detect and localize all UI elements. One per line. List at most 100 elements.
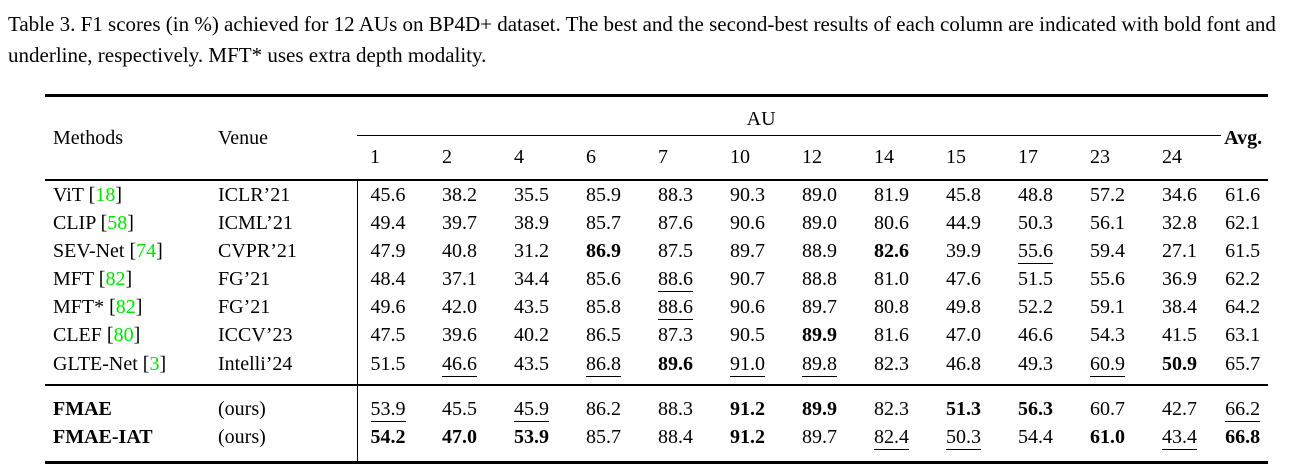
au-column-header: 2 <box>442 146 452 168</box>
citation-ref[interactable]: 82 <box>115 295 136 318</box>
table-caption: Table 3. F1 scores (in %) achieved for 1… <box>8 12 1276 67</box>
score-cell: 61.0 <box>1077 423 1149 463</box>
score-cell: 48.8 <box>1018 183 1053 206</box>
score-cell: 89.9 <box>789 384 861 423</box>
score-cell: 35.5 <box>514 183 549 206</box>
au-column-header: 24 <box>1162 146 1182 168</box>
second-best-score: 91.0 <box>730 352 765 377</box>
method-cell: MFT* [82] <box>53 295 143 318</box>
score-cell: 49.4 <box>356 209 429 237</box>
score-cell: 89.8 <box>789 349 861 385</box>
avg-cell: 64.2 <box>1225 295 1261 318</box>
citation-ref[interactable]: 80 <box>113 323 134 346</box>
score-cell: 38.4 <box>1162 295 1197 318</box>
score-cell: 50.3 <box>933 423 1005 463</box>
au-column-header: 10 <box>730 146 750 168</box>
citation-ref[interactable]: 18 <box>95 183 116 206</box>
score-cell: 85.8 <box>586 295 621 318</box>
method-name: MFT <box>53 267 94 290</box>
score-cell: 89.0 <box>802 211 837 234</box>
best-score: 91.2 <box>730 397 765 420</box>
score-cell: 27.1 <box>1162 239 1197 262</box>
avg-cell: 61.5 <box>1225 239 1261 262</box>
citation-ref[interactable]: 74 <box>136 239 157 262</box>
score-cell: 45.6 <box>356 180 429 209</box>
method-cell: CLEF [80] <box>53 323 141 346</box>
table-row: MFT [82] FG’21 48.4 37.1 34.4 85.6 88.6 90.7 88.… <box>45 265 1268 293</box>
score-cell: 53.9 <box>501 423 573 463</box>
method-name: ViT <box>53 183 84 206</box>
score-cell: 49.3 <box>1018 352 1053 375</box>
score-cell: 39.9 <box>946 239 981 262</box>
score-cell: 81.0 <box>874 267 909 290</box>
venue-cell: (ours) <box>218 425 266 448</box>
second-best-score: 66.2 <box>1225 397 1261 422</box>
method-name: CLEF <box>53 323 102 346</box>
venue-cell: ICLR’21 <box>218 183 291 206</box>
score-cell: 46.6 <box>1018 323 1053 346</box>
venue-column-header: Venue <box>218 126 268 149</box>
score-cell: 57.2 <box>1090 183 1125 206</box>
score-cell: 40.2 <box>514 323 549 346</box>
table-row: CLIP [58] ICML’21 49.4 39.7 38.9 85.7 87.6 90.6… <box>45 209 1268 237</box>
method-cell: FMAE <box>45 384 210 423</box>
table-row: MFT* [82] FG’21 49.6 42.0 43.5 85.8 88.6 90.6 89… <box>45 293 1268 321</box>
score-cell: 34.4 <box>514 267 549 290</box>
method-cell: MFT [82] <box>53 267 133 290</box>
avg-cell: 61.6 <box>1225 183 1261 206</box>
best-score: 50.9 <box>1162 352 1197 375</box>
au-column-header: 1 <box>370 146 380 168</box>
citation-ref[interactable]: 3 <box>149 352 160 375</box>
avg-cell: 66.8 <box>1221 423 1268 463</box>
second-best-score: 46.6 <box>442 352 477 377</box>
score-cell: 39.6 <box>442 323 477 346</box>
venue-cell: FG’21 <box>218 267 271 290</box>
score-cell: 88.6 <box>645 265 717 293</box>
au-column-header: 14 <box>874 146 894 168</box>
au-group-label: AU <box>746 108 776 130</box>
method-name: FMAE-IAT <box>53 425 153 448</box>
score-cell: 42.0 <box>442 295 477 318</box>
score-cell: 42.7 <box>1149 384 1222 423</box>
second-best-score: 60.9 <box>1090 352 1125 377</box>
venue-cell: ICML’21 <box>218 211 293 234</box>
best-score: 53.9 <box>514 425 549 448</box>
venue-cell: (ours) <box>210 384 357 423</box>
second-best-score: 53.9 <box>370 397 406 422</box>
score-cell: 46.6 <box>429 349 501 385</box>
citation-ref[interactable]: 82 <box>105 267 126 290</box>
score-cell: 80.8 <box>874 295 909 318</box>
table-header: Methods Venue AU Avg. 1 2 4 6 7 10 12 14 15 17 23 2… <box>45 95 1268 180</box>
score-cell: 55.6 <box>1090 267 1125 290</box>
score-cell: 56.1 <box>1090 211 1125 234</box>
score-cell: 91.2 <box>717 384 789 423</box>
score-cell: 80.6 <box>874 211 909 234</box>
score-cell: 55.6 <box>1005 237 1077 265</box>
score-cell: 60.7 <box>1077 384 1149 423</box>
score-cell: 85.9 <box>586 183 621 206</box>
method-name: CLIP <box>53 211 96 234</box>
score-cell: 91.0 <box>717 349 789 385</box>
score-cell: 32.8 <box>1162 211 1197 234</box>
au-column-header: 4 <box>514 146 524 168</box>
second-best-score: 55.6 <box>1018 239 1053 264</box>
second-best-score: 45.9 <box>514 397 549 422</box>
score-cell: 88.6 <box>645 293 717 321</box>
score-cell: 85.6 <box>586 267 621 290</box>
score-cell: 88.8 <box>802 267 837 290</box>
venue-cell: Intelli’24 <box>218 352 293 375</box>
score-cell: 47.6 <box>946 267 981 290</box>
score-cell: 53.9 <box>356 384 429 423</box>
best-score: 89.6 <box>658 352 693 375</box>
table-row: GLTE-Net [3] Intelli’24 51.5 46.6 43.5 86.8 89… <box>45 349 1268 385</box>
venue-cell: ICCV’23 <box>218 323 293 346</box>
score-cell: 90.7 <box>730 267 765 290</box>
score-cell: 48.4 <box>356 265 429 293</box>
best-score: 54.2 <box>370 425 406 448</box>
avg-cell: 63.1 <box>1225 323 1261 346</box>
score-cell: 37.1 <box>442 267 477 290</box>
citation-ref[interactable]: 58 <box>107 211 128 234</box>
best-score: 56.3 <box>1018 397 1053 420</box>
best-score: 89.9 <box>802 323 837 346</box>
method-name: MFT* <box>53 295 105 318</box>
